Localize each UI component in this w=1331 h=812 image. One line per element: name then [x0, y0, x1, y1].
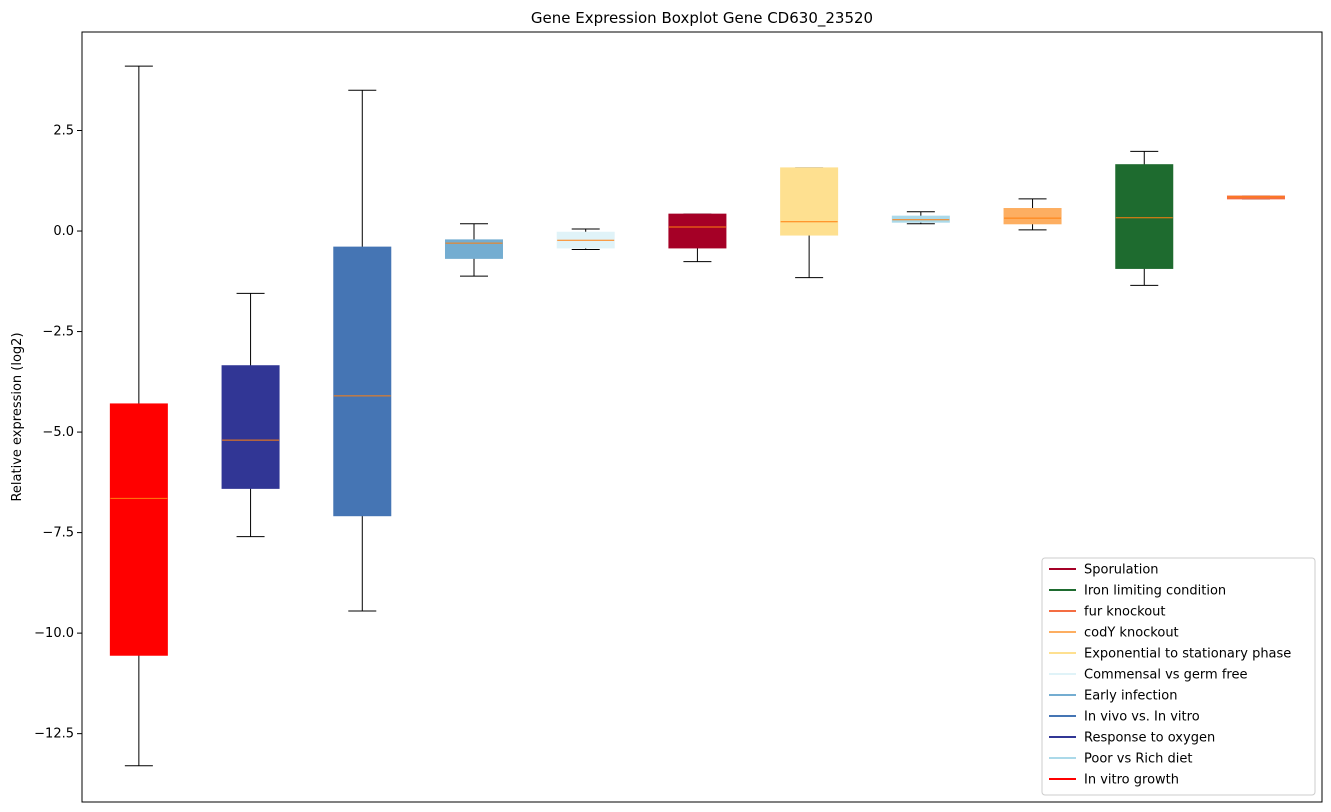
box-group — [891, 211, 950, 225]
legend-label: Commensal vs germ free — [1084, 668, 1247, 683]
y-tick-label: −10.0 — [34, 626, 74, 641]
box-group — [1003, 198, 1062, 231]
box-group — [333, 89, 392, 612]
legend-label: codY knockout — [1084, 626, 1179, 641]
legend-label: Sporulation — [1084, 563, 1159, 578]
box-group — [221, 292, 280, 538]
box-group — [780, 167, 839, 279]
legend-label: In vivo vs. In vitro — [1084, 710, 1200, 725]
box-group — [109, 65, 168, 767]
legend-label: Early infection — [1084, 689, 1177, 704]
iqr-box — [780, 167, 839, 236]
iqr-box — [1115, 164, 1174, 269]
chart-title: Gene Expression Boxplot Gene CD630_23520 — [531, 9, 873, 28]
y-tick-label: −5.0 — [42, 425, 74, 440]
iqr-box — [1226, 195, 1285, 200]
box-group — [1115, 150, 1174, 286]
iqr-box — [1003, 208, 1062, 225]
y-axis: −12.5 −10.0 −7.5 −5.0 −2.5 0.0 2.5 — [34, 124, 82, 742]
iqr-box — [668, 213, 727, 249]
legend-label: Poor vs Rich diet — [1084, 752, 1192, 767]
box-group — [444, 223, 503, 277]
legend-label: fur knockout — [1084, 605, 1166, 620]
legend-label: Response to oxygen — [1084, 731, 1215, 746]
box-group — [556, 228, 615, 251]
box-group — [1226, 195, 1285, 200]
iqr-box — [221, 365, 280, 489]
y-axis-label: Relative expression (log2) — [10, 332, 25, 501]
iqr-box — [109, 403, 168, 656]
y-tick-label: −2.5 — [42, 325, 74, 340]
legend-frame — [1041, 557, 1316, 796]
legend-label: Iron limiting condition — [1084, 584, 1226, 599]
y-tick-label: 2.5 — [53, 124, 74, 139]
iqr-box — [891, 215, 950, 223]
y-tick-label: 0.0 — [53, 224, 74, 239]
y-tick-label: −7.5 — [42, 526, 74, 541]
y-tick-label: −12.5 — [34, 727, 74, 742]
legend-label: Exponential to stationary phase — [1084, 647, 1291, 662]
boxes-layer — [109, 65, 1285, 767]
legend-label: In vitro growth — [1084, 773, 1179, 788]
iqr-box — [333, 246, 392, 517]
plot-frame — [81, 31, 1323, 803]
iqr-box — [444, 239, 503, 259]
legend: Sporulation Iron limiting condition fur kn… — [1041, 557, 1316, 796]
box-group — [668, 213, 727, 263]
